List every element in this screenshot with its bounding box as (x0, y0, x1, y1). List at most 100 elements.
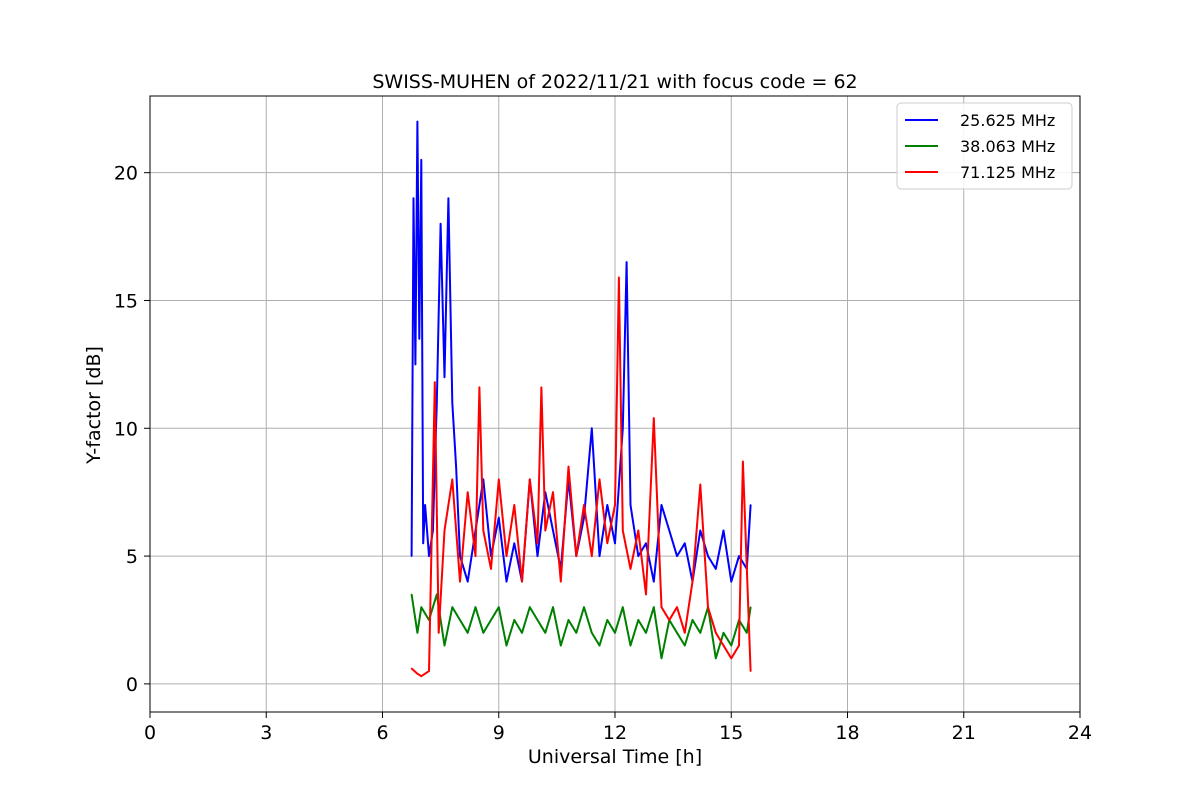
x-tick-label: 0 (144, 722, 156, 744)
data-point (730, 644, 733, 647)
data-point (443, 644, 446, 647)
data-point (637, 529, 640, 532)
data-point (590, 427, 593, 430)
data-point (474, 555, 477, 557)
data-point (497, 606, 500, 609)
data-point (521, 631, 523, 634)
data-point (544, 631, 547, 634)
data-point (606, 542, 609, 545)
data-point (722, 631, 725, 634)
data-point (455, 465, 457, 468)
data-point (552, 606, 554, 609)
data-point (618, 276, 620, 279)
data-point (439, 223, 442, 225)
chart-title: SWISS-MUHEN of 2022/11/21 with focus cod… (372, 71, 857, 93)
y-tick-label: 20 (114, 163, 138, 185)
data-point (583, 504, 585, 506)
data-point (652, 417, 655, 419)
data-point (536, 619, 539, 621)
ticks: 0 3 6 9 12 15 18 21 24 0 5 10 15 20 (114, 163, 1092, 744)
data-point (443, 376, 446, 378)
data-point (482, 529, 485, 532)
series-line-2 (410, 593, 752, 660)
x-axis-label: Universal Time [h] (528, 746, 702, 768)
data-point (730, 657, 733, 660)
data-point (482, 631, 485, 634)
data-point (459, 580, 461, 583)
data-point (414, 363, 417, 366)
data-point (575, 631, 578, 634)
data-point (691, 619, 694, 621)
data-point (598, 555, 601, 557)
y-tick-label: 5 (126, 546, 138, 568)
data-point (451, 401, 454, 404)
y-tick-label: 15 (114, 290, 138, 312)
data-point (652, 606, 655, 609)
data-point (552, 491, 554, 493)
data-point (707, 555, 709, 557)
data-point (583, 606, 585, 609)
data-point (730, 580, 733, 583)
data-point (625, 261, 628, 263)
data-point (422, 542, 424, 545)
y-axis-label: Y-factor [dB] (83, 346, 105, 465)
data-point (629, 568, 632, 570)
data-point (418, 338, 421, 340)
data-point (420, 675, 423, 678)
data-point (738, 555, 740, 557)
legend-entry: 71.125 MHz (960, 163, 1055, 182)
y-tick-label: 0 (126, 674, 138, 696)
data-point (749, 670, 752, 672)
data-point (451, 606, 454, 609)
data-point (424, 504, 426, 506)
series-line-3 (410, 276, 752, 678)
data-point (614, 504, 616, 506)
data-point (645, 593, 647, 596)
data-point (714, 568, 717, 570)
data-point (621, 427, 624, 430)
data-point (699, 483, 702, 486)
data-point (466, 580, 469, 583)
data-point (443, 529, 446, 532)
data-point (528, 478, 531, 481)
data-point (645, 542, 647, 545)
data-point (536, 542, 539, 545)
x-tick-label: 12 (603, 722, 627, 744)
data-point (621, 529, 624, 532)
data-point (668, 619, 671, 621)
data-point (536, 555, 539, 557)
data-point (583, 516, 585, 519)
data-point (420, 606, 423, 609)
x-tick-label: 9 (493, 722, 505, 744)
data-point (637, 619, 640, 621)
data-point (676, 606, 678, 609)
data-point (528, 606, 531, 609)
legend-entry: 38.063 MHz (960, 137, 1055, 156)
data-point (714, 631, 717, 634)
data-point (437, 631, 440, 634)
data-point (575, 555, 578, 557)
data-point (668, 529, 671, 532)
data-point (683, 631, 686, 634)
legend-entry: 25.625 MHz (960, 111, 1055, 130)
x-tick-label: 6 (376, 722, 388, 744)
data-point (660, 657, 663, 660)
data-point (513, 619, 516, 621)
data-point (714, 657, 717, 660)
data-point (428, 555, 430, 557)
data-point (466, 631, 469, 634)
data-point (412, 197, 415, 200)
data-point (552, 529, 554, 532)
data-point (590, 631, 593, 634)
data-point (614, 631, 616, 634)
data-point (410, 555, 413, 557)
data-point (416, 120, 419, 123)
data-point (497, 516, 500, 519)
series-line-1 (410, 120, 752, 583)
data-point (505, 580, 508, 583)
data-point (699, 529, 702, 532)
data-point (416, 672, 419, 675)
data-point (629, 504, 632, 506)
data-point (699, 631, 702, 634)
